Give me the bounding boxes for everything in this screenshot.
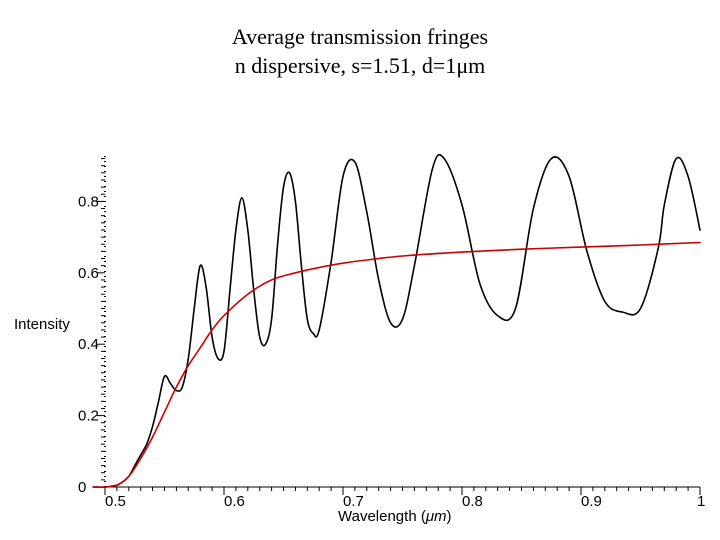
axes: 0.5 0.6 0.7 0.8 0.9 1 0 0.2 0.4 0.6 0.8 (78, 155, 705, 510)
x-tick-label: 0.7 (343, 493, 364, 510)
y-tick-label: 0.2 (78, 408, 99, 425)
x-tick-label: 0.8 (462, 493, 483, 510)
series-layer (92, 153, 701, 488)
y-axis-label: Intensity (14, 316, 70, 333)
x-tick-label: 0.6 (224, 493, 245, 510)
x-axis-label-prefix: Wavelength ( (338, 508, 426, 525)
chart-title-line-2: n dispersive, s=1.51, d=1μm (234, 53, 486, 78)
y-tick-label: 0 (78, 479, 86, 496)
x-axis-label-unit: μm (425, 508, 447, 525)
series-line-transmission (92, 153, 701, 488)
chart-title-line-1: Average transmission fringes (231, 24, 489, 49)
y-tick-label: 0.6 (78, 265, 99, 282)
x-tick-label: 0.9 (581, 493, 602, 510)
x-tick-label: 1 (697, 493, 705, 510)
x-tick-label: 0.5 (105, 493, 126, 510)
x-axis-label: Wavelength (μm) (338, 508, 452, 525)
y-tick-label: 0.8 (78, 193, 99, 210)
x-axis-label-suffix: ) (447, 508, 452, 525)
series-line-average (92, 241, 701, 488)
y-tick-label: 0.4 (78, 336, 99, 353)
